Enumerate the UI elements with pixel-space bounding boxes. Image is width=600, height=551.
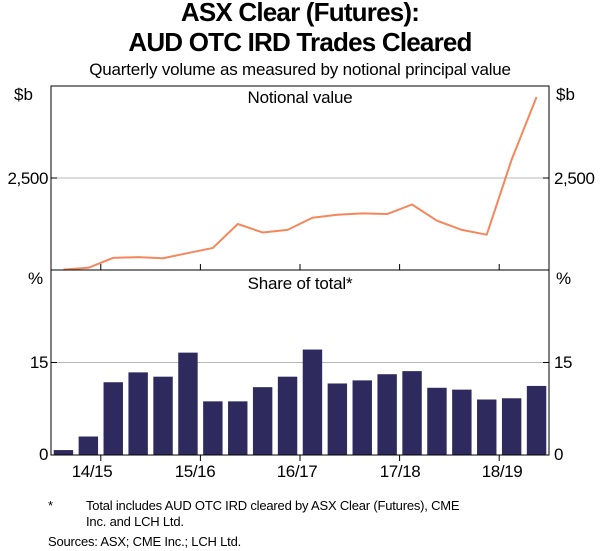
share-bar-12: [327, 383, 348, 455]
share-bar-4: [128, 372, 148, 455]
footnote-marker: *: [48, 498, 53, 513]
top-ytick-left-2500: 2,500: [7, 169, 48, 188]
share-bar-13: [352, 380, 372, 455]
top-ytick-right-2500: 2,500: [554, 169, 595, 188]
xtick-label-16-17: 16/17: [276, 462, 318, 481]
bottom-unit-left: %: [28, 269, 44, 288]
sources-note: Sources: ASX; CME Inc.; LCH Ltd.: [48, 534, 242, 549]
share-bar-11: [302, 349, 323, 455]
footnote-text-line-1: Total includes AUD OTC IRD cleared by AS…: [86, 498, 460, 513]
share-bar-10: [277, 376, 298, 455]
top-panel-title: Notional value: [247, 88, 353, 107]
xtick-label-15-16: 15/16: [174, 462, 216, 481]
chart-title-line-1: ASX Clear (Futures):: [180, 0, 420, 27]
footnote-text-line-2: Inc. and LCH Ltd.: [86, 514, 184, 529]
chart-subtitle: Quarterly volume as measured by notional…: [89, 60, 511, 79]
bottom-unit-right: %: [556, 269, 572, 288]
share-bar-8: [228, 401, 248, 455]
share-bar-19: [501, 398, 522, 455]
share-bar-17: [452, 389, 472, 455]
share-bar-15: [402, 371, 422, 455]
share-bar-1: [53, 450, 74, 455]
share-bar-5: [153, 376, 173, 455]
top-unit-right: $b: [556, 85, 575, 104]
bottom-ytick-left-0: 0: [38, 445, 48, 464]
xtick-label-17-18: 17/18: [379, 462, 421, 481]
bottom-panel-title: Share of total*: [247, 274, 353, 293]
bottom-ytick-right-0: 0: [554, 445, 564, 464]
bottom-ytick-right-15: 15: [554, 353, 573, 372]
share-bar-20: [526, 385, 547, 455]
share-bar-16: [427, 387, 447, 455]
chart-title-line-2: AUD OTC IRD Trades Cleared: [128, 27, 472, 57]
share-bar-18: [477, 399, 497, 455]
top-unit-left: $b: [14, 85, 33, 104]
share-bar-3: [103, 382, 123, 455]
share-bar-2: [78, 436, 99, 455]
share-bar-14: [377, 374, 397, 455]
xtick-label-18-19: 18/19: [481, 462, 523, 481]
bottom-ytick-left-15: 15: [29, 353, 49, 372]
notional-value-line: [63, 96, 538, 271]
share-bar-6: [178, 352, 198, 455]
xtick-label-14-15: 14/15: [71, 462, 113, 481]
share-bar-9: [252, 387, 273, 455]
share-bar-7: [203, 401, 223, 455]
